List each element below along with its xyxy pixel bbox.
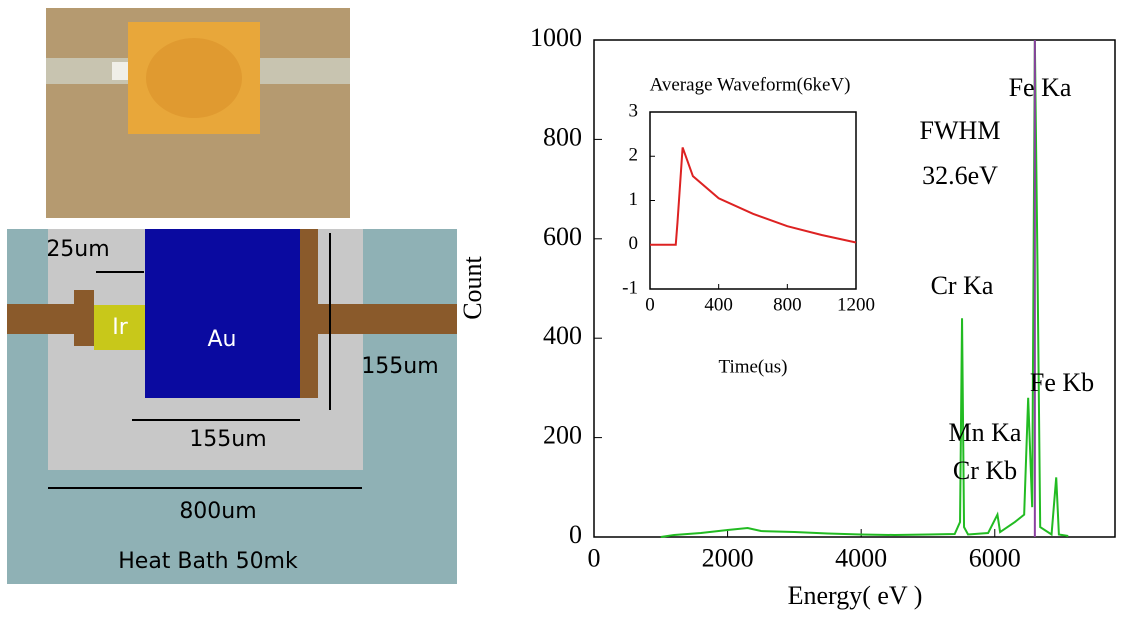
annotation: Fe Ka <box>1009 73 1072 102</box>
y-tick-label: 600 <box>543 222 582 251</box>
y-tick-label: 1000 <box>530 23 582 52</box>
y-axis-label: Count <box>458 255 487 319</box>
x-tick-label: 1200 <box>837 294 875 315</box>
x-tick-label: 800 <box>773 294 802 315</box>
series-line <box>650 147 856 244</box>
y-tick-label: 0 <box>569 520 582 549</box>
x-tick-label: 0 <box>588 543 601 572</box>
label: 800um <box>179 499 256 524</box>
y-tick-label: 0 <box>629 233 639 254</box>
y-tick-label: 200 <box>543 421 582 450</box>
y-tick-label: 400 <box>543 321 582 350</box>
label: 25um <box>46 237 109 262</box>
annotation: FWHM <box>920 116 1001 145</box>
x-tick-label: 6000 <box>969 543 1021 572</box>
y-tick-label: 800 <box>543 122 582 151</box>
annotation: 32.6eV <box>922 161 998 190</box>
x-tick-label: 400 <box>704 294 733 315</box>
annotation: Cr Ka <box>931 271 994 300</box>
y-tick-label: -1 <box>622 277 638 298</box>
plot-frame <box>650 112 856 289</box>
x-tick-label: 2000 <box>702 543 754 572</box>
y-tick-label: 3 <box>629 100 639 121</box>
x-tick-label: 0 <box>645 294 655 315</box>
photo <box>46 8 350 218</box>
annotation: Fe Kb <box>1030 368 1094 397</box>
label: 155um <box>361 354 438 379</box>
inset-title: Average Waveform(6keV) <box>650 74 851 95</box>
x-axis-label: Time(us) <box>719 356 788 377</box>
annotation: Mn Ka <box>949 418 1022 447</box>
x-tick-label: 4000 <box>835 543 887 572</box>
label: Au <box>208 327 237 352</box>
schematic <box>7 229 457 584</box>
annotation: Cr Kb <box>953 456 1017 485</box>
y-tick-label: 2 <box>629 145 639 166</box>
label: Heat Bath 50mk <box>118 549 298 574</box>
y-tick-label: 1 <box>629 189 639 210</box>
x-axis-label: Energy( eV ) <box>788 581 923 610</box>
figure: 25um Ir Au 155um 155um 800um Heat Bath 5… <box>0 0 1139 617</box>
label: 155um <box>189 427 266 452</box>
label: Ir <box>112 315 128 340</box>
